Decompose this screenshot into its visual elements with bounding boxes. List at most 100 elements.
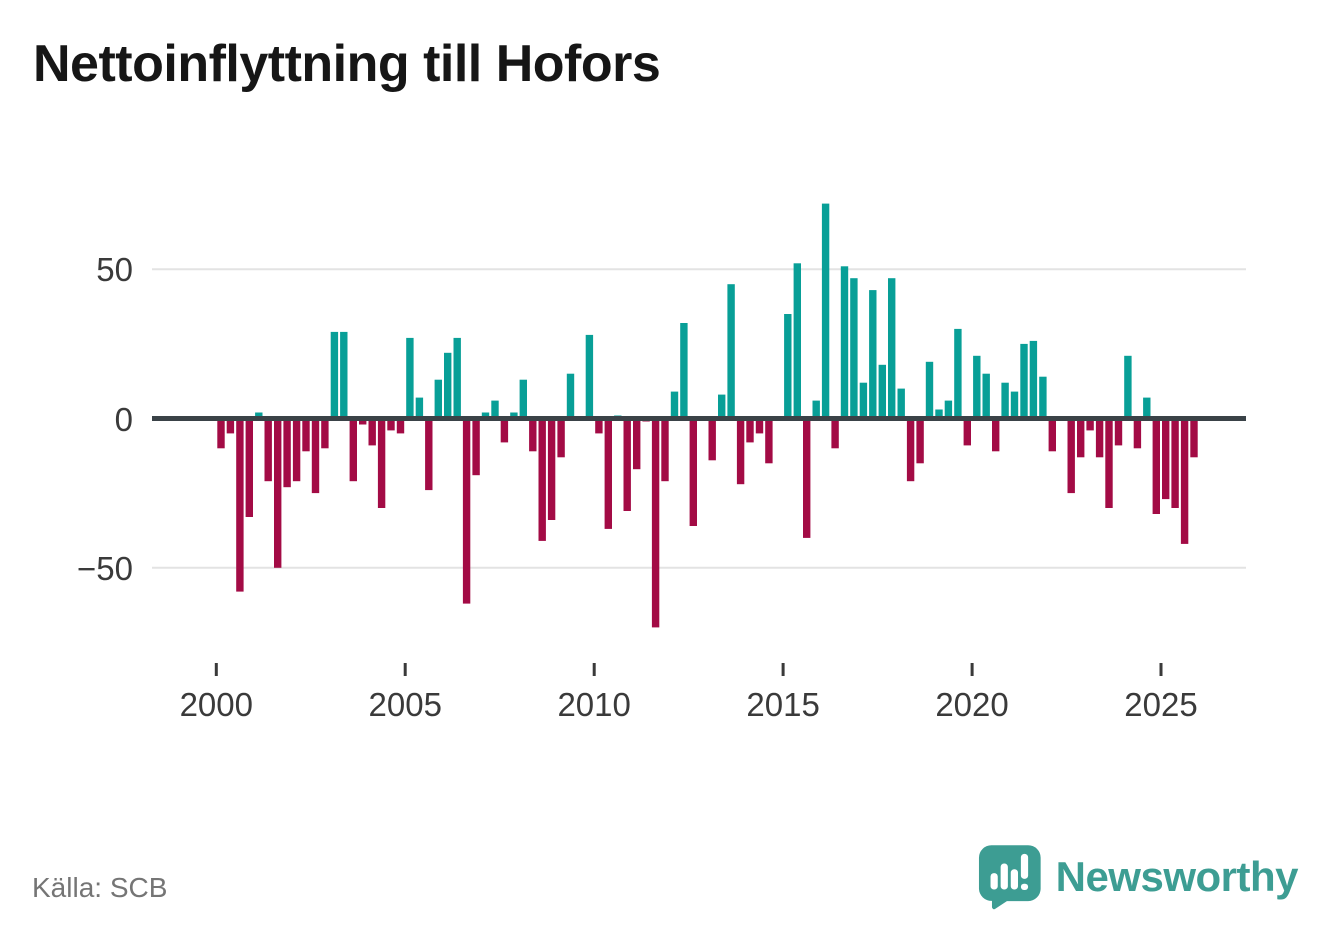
- bar: [538, 418, 546, 541]
- bar: [869, 290, 877, 419]
- bar: [992, 418, 1000, 452]
- bar: [519, 379, 527, 419]
- bar: [255, 412, 263, 419]
- bar: [368, 418, 376, 446]
- bar: [453, 337, 461, 419]
- bar: [274, 418, 282, 568]
- bar: [793, 263, 801, 419]
- branding-wordmark: Newsworthy: [1055, 853, 1299, 900]
- bar: [481, 412, 490, 419]
- bar: [217, 418, 225, 449]
- bar: [396, 418, 405, 434]
- bar: [529, 418, 537, 452]
- bar: [340, 331, 348, 419]
- x-tick-label: 2000: [179, 686, 253, 723]
- bar: [746, 418, 754, 443]
- bar: [510, 412, 518, 419]
- x-tick-label: 2005: [368, 686, 442, 723]
- bar: [840, 266, 849, 419]
- bar: [736, 418, 745, 485]
- bar: [491, 400, 499, 419]
- bar: [850, 278, 858, 419]
- bar: [415, 397, 424, 419]
- bar: [1067, 418, 1075, 494]
- bar: [680, 323, 688, 419]
- bar: [878, 364, 886, 419]
- x-tick-mark: [403, 663, 407, 676]
- bar: [1143, 397, 1151, 419]
- bar: [1077, 418, 1085, 458]
- bar: [292, 418, 301, 482]
- bar: [727, 284, 735, 419]
- bar: [982, 373, 990, 419]
- bar: [1152, 418, 1160, 514]
- x-tick-mark: [592, 663, 596, 676]
- zero-axis-line: [152, 416, 1246, 421]
- x-tick-mark: [214, 663, 218, 676]
- bar: [633, 418, 641, 470]
- bar: [944, 400, 953, 419]
- bar: [888, 278, 896, 419]
- bar: [1162, 418, 1170, 500]
- bar: [670, 391, 679, 419]
- bar: [1086, 418, 1094, 431]
- bar: [1001, 382, 1009, 419]
- bar: [1039, 376, 1047, 419]
- x-tick-label: 2010: [557, 686, 631, 723]
- bar: [302, 418, 310, 452]
- bar: [311, 418, 320, 494]
- bar: [661, 418, 669, 482]
- bar: [963, 418, 971, 446]
- bar: [245, 418, 253, 517]
- bar: [595, 418, 603, 434]
- bar: [1133, 418, 1142, 449]
- bar: [472, 418, 480, 476]
- bar: [444, 352, 452, 419]
- x-tick-label: 2015: [746, 686, 820, 723]
- bar: [821, 203, 830, 419]
- bar: [925, 361, 934, 419]
- bar: [330, 331, 339, 419]
- bar: [387, 418, 395, 431]
- bar: [406, 337, 414, 419]
- bar: [689, 418, 697, 526]
- bar: [708, 418, 716, 461]
- bar: [1010, 391, 1019, 419]
- x-tick-label: 2020: [935, 686, 1009, 723]
- bar: [1114, 418, 1123, 446]
- bar: [651, 418, 660, 628]
- bar: [349, 418, 357, 482]
- bar: [585, 334, 594, 419]
- bar: [935, 409, 943, 419]
- bar: [1180, 418, 1189, 544]
- bar: [916, 418, 924, 464]
- bar: [462, 418, 471, 604]
- source-note: Källa: SCB: [32, 872, 168, 903]
- y-tick-label: 0: [114, 400, 133, 438]
- bar: [264, 418, 272, 482]
- bar: [755, 418, 764, 434]
- bar: [859, 382, 868, 419]
- bar: [1171, 418, 1179, 508]
- bar: [1190, 418, 1198, 458]
- bar: [906, 418, 915, 482]
- bar: [557, 418, 565, 458]
- x-tick-mark: [781, 663, 785, 676]
- bar: [434, 379, 442, 419]
- bar: [973, 355, 981, 419]
- page-title: Nettoinflyttning till Hofors: [33, 35, 661, 93]
- bar: [718, 394, 726, 419]
- bar: [954, 328, 962, 419]
- newsworthy-bubble-barchart-icon: [978, 845, 1041, 910]
- bar: [812, 400, 820, 419]
- bar: [623, 418, 631, 511]
- bar: [321, 418, 329, 449]
- bar: [784, 314, 792, 419]
- y-tick-label: −50: [77, 549, 133, 587]
- branding: Newsworthy: [978, 842, 1299, 912]
- bar: [765, 418, 773, 464]
- bar: [1048, 418, 1056, 452]
- bar: [236, 418, 244, 592]
- bar: [359, 418, 367, 425]
